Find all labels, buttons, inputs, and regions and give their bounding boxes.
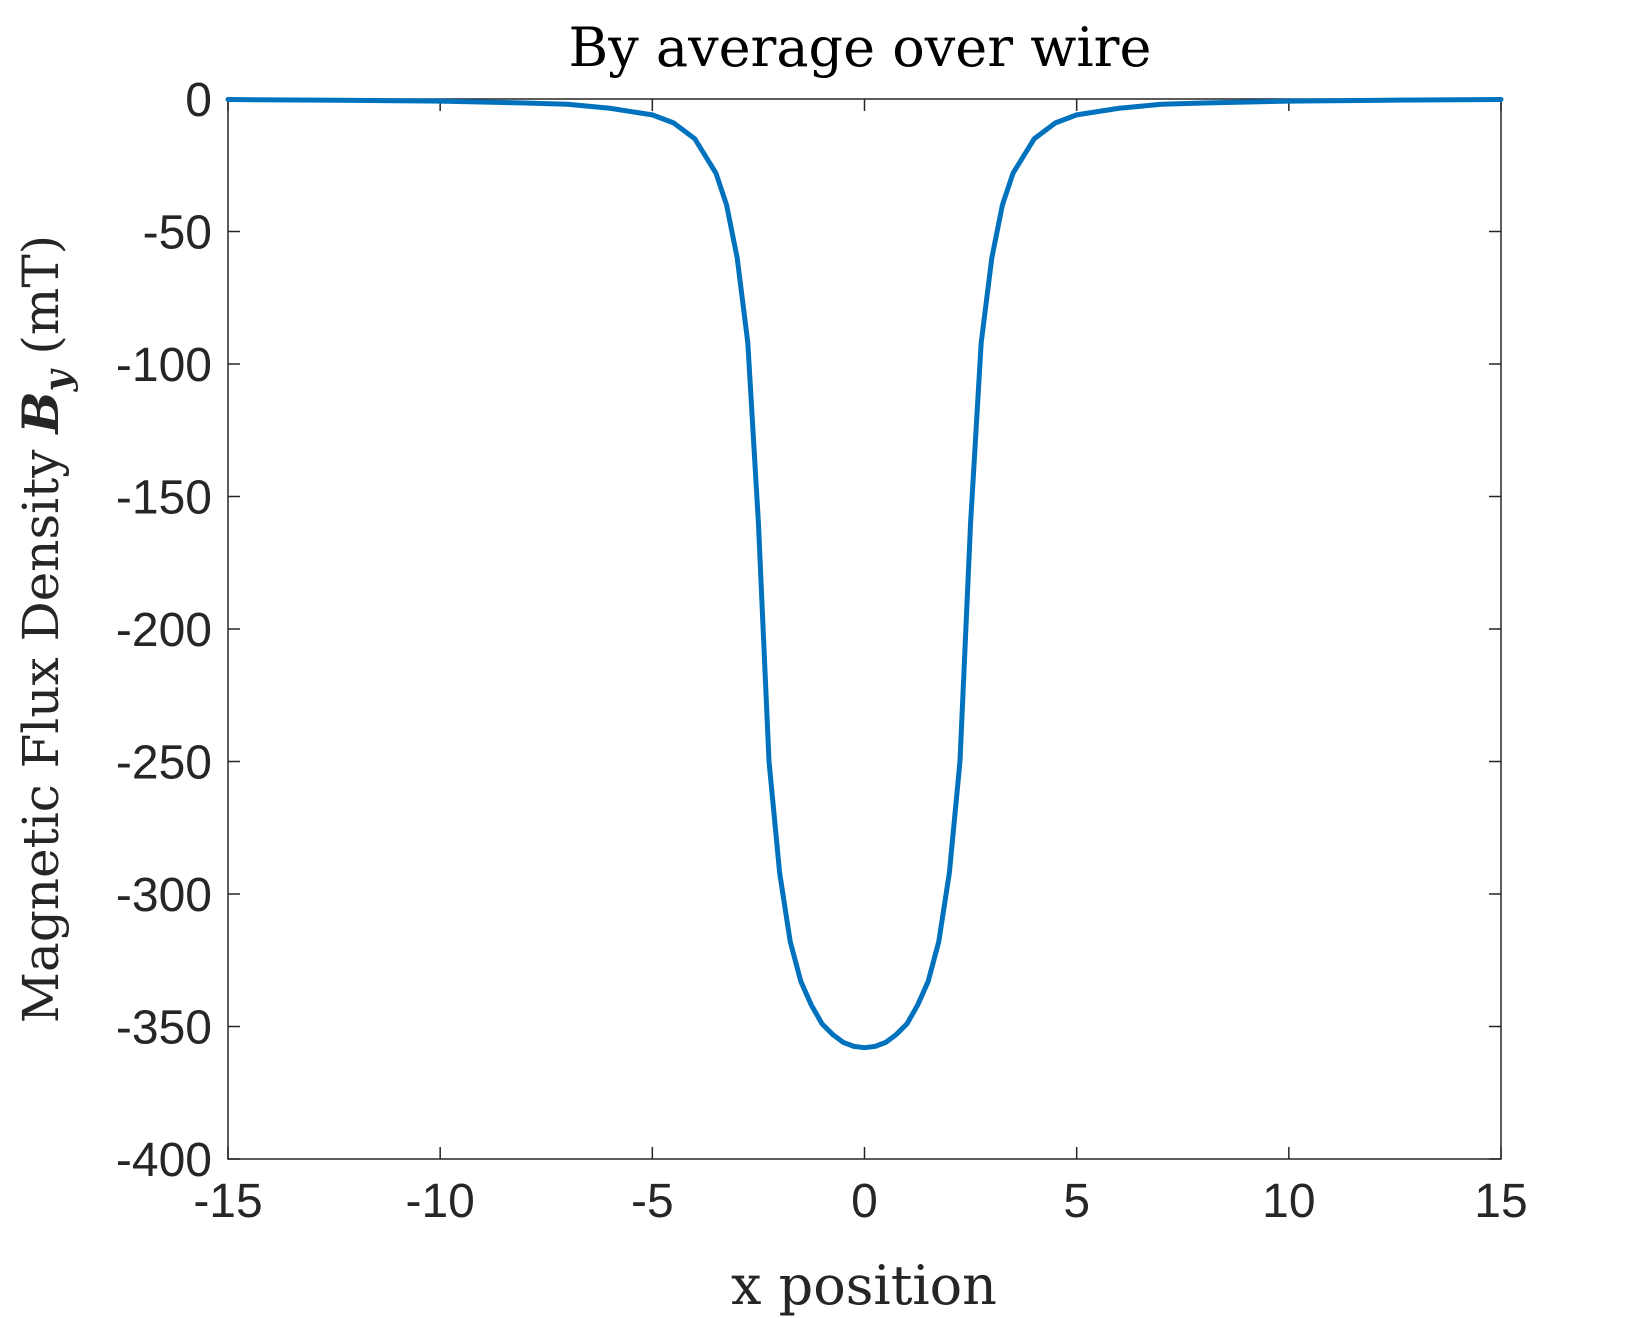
- series-layer: [225, 97, 1504, 1051]
- x-tick-label: 5: [1063, 1175, 1090, 1228]
- axis-ticks: -15 -10 -5 0 5 10 150-50-100-150-200-250-300-3…: [116, 74, 1528, 1228]
- y-tick-label: 0: [185, 74, 212, 127]
- x-tick-label: -5: [631, 1175, 674, 1228]
- y-tick-label: -250: [116, 737, 212, 790]
- chart-title: By average over wire: [569, 16, 1152, 79]
- plot-area: [227, 98, 1502, 1160]
- y-tick-label: -300: [116, 869, 212, 922]
- x-tick-label: 0: [851, 1175, 878, 1228]
- x-axis-label: x position: [731, 1254, 997, 1317]
- y-tick-label: -200: [116, 604, 212, 657]
- y-tick-label: -350: [116, 1002, 212, 1055]
- x-tick-label: 10: [1262, 1175, 1315, 1228]
- y-axis-label-subscript: y: [37, 368, 79, 392]
- y-tick-label: -50: [143, 207, 212, 260]
- y-tick-label: -100: [116, 339, 212, 392]
- x-tick-label: -10: [405, 1175, 474, 1228]
- y-tick-label: -400: [116, 1134, 212, 1187]
- y-axis-label-symbol: B: [11, 391, 70, 435]
- y-axis-label: Magnetic Flux Density By (mT): [11, 235, 79, 1023]
- y-axis-label-prefix: Magnetic Flux Density: [12, 434, 70, 1024]
- x-tick-label: -15: [193, 1175, 262, 1228]
- y-tick-label: -150: [116, 472, 212, 525]
- y-axis-label-suffix: (mT): [12, 235, 70, 371]
- x-tick-label: 15: [1474, 1175, 1527, 1228]
- series-line-0: [225, 97, 1504, 1051]
